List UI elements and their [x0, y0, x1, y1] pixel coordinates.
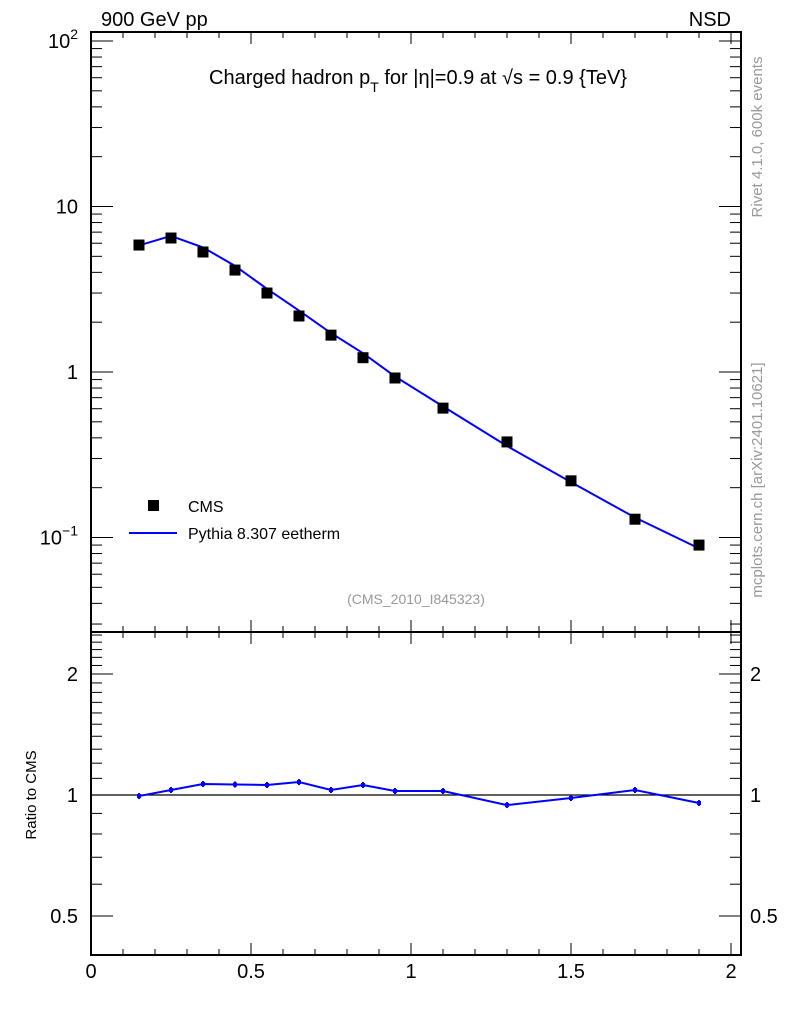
main-title: Charged hadron pT for |η|=0.9 at √s = 0.… — [209, 67, 627, 95]
title-part-a: Charged hadron p — [209, 67, 370, 89]
axes: 0 0.5 1 1.5 2 102 10 1 10−1 2 2 1 1 0.5 0.5 — [40, 26, 778, 983]
legend-pythia-label: Pythia 8.307 eetherm — [188, 526, 340, 543]
cms-data-point — [501, 436, 513, 448]
ratio-point — [169, 788, 173, 793]
ratio-point — [633, 788, 637, 793]
y-tick-label: 10−1 — [40, 523, 78, 550]
cms-data-point — [693, 539, 705, 551]
ratio-point — [569, 795, 573, 800]
ratio-y-tick-label: 2 — [67, 664, 78, 686]
ratio-point — [137, 794, 141, 799]
ratio-ylabel: Ratio to CMS — [23, 750, 40, 839]
ratio-point — [361, 782, 365, 787]
rivet-label: Rivet 4.1.0, 600k events — [749, 57, 766, 218]
legend-cms-label: CMS — [188, 499, 224, 516]
ratio-point — [201, 782, 205, 787]
cms-data-point — [197, 246, 209, 258]
legend-cms-marker — [148, 500, 159, 511]
cms-data-point — [261, 287, 273, 299]
cms-data-point — [165, 232, 177, 244]
ratio-point — [697, 801, 701, 806]
ratio-point — [505, 803, 509, 808]
cms-data-point — [133, 239, 145, 251]
ratio-y-tick-label: 1 — [67, 785, 78, 807]
ratio-y-tick-label-right: 1 — [750, 785, 761, 807]
ratio-frame — [90, 631, 742, 956]
title-sub: T — [370, 79, 379, 95]
cms-data-point — [629, 513, 641, 525]
ratio-point — [329, 788, 333, 793]
ratio-line — [138, 781, 700, 807]
x-tick-label: 0 — [85, 961, 96, 983]
header-left: 900 GeV pp — [101, 9, 208, 31]
analysis-tag: (CMS_2010_I845323) — [347, 591, 485, 607]
x-tick-label: 0.5 — [237, 961, 265, 983]
header-right: NSD — [689, 9, 731, 31]
cms-data-point — [293, 310, 305, 322]
cms-data-point — [437, 402, 449, 414]
mcplots-label: mcplots.cern.ch [arXiv:2401.10621] — [749, 362, 766, 597]
ratio-point — [393, 789, 397, 794]
cms-data-point — [325, 329, 337, 341]
ratio-point — [265, 782, 269, 787]
title-part-b: for |η|=0.9 at √s = 0.9 {TeV} — [379, 67, 628, 89]
ratio-y-tick-label: 0.5 — [50, 906, 78, 928]
ratio-point — [233, 782, 237, 787]
cms-data-point — [357, 352, 369, 364]
marks — [133, 232, 705, 809]
ratio-y-tick-label-right: 0.5 — [750, 906, 778, 928]
ratio-point — [441, 789, 445, 794]
x-tick-label: 1 — [405, 961, 416, 983]
y-tick-label: 10 — [56, 197, 78, 219]
y-tick-label: 102 — [48, 26, 78, 53]
cms-data-point — [229, 264, 241, 276]
ratio-point — [297, 780, 301, 785]
x-tick-label: 2 — [725, 961, 736, 983]
y-tick-label: 1 — [67, 362, 78, 384]
x-tick-label: 1.5 — [557, 961, 585, 983]
cms-data-point — [565, 475, 577, 487]
ratio-y-tick-label-right: 2 — [750, 664, 761, 686]
cms-data-point — [389, 372, 401, 384]
legend: CMS Pythia 8.307 eetherm — [129, 499, 340, 543]
